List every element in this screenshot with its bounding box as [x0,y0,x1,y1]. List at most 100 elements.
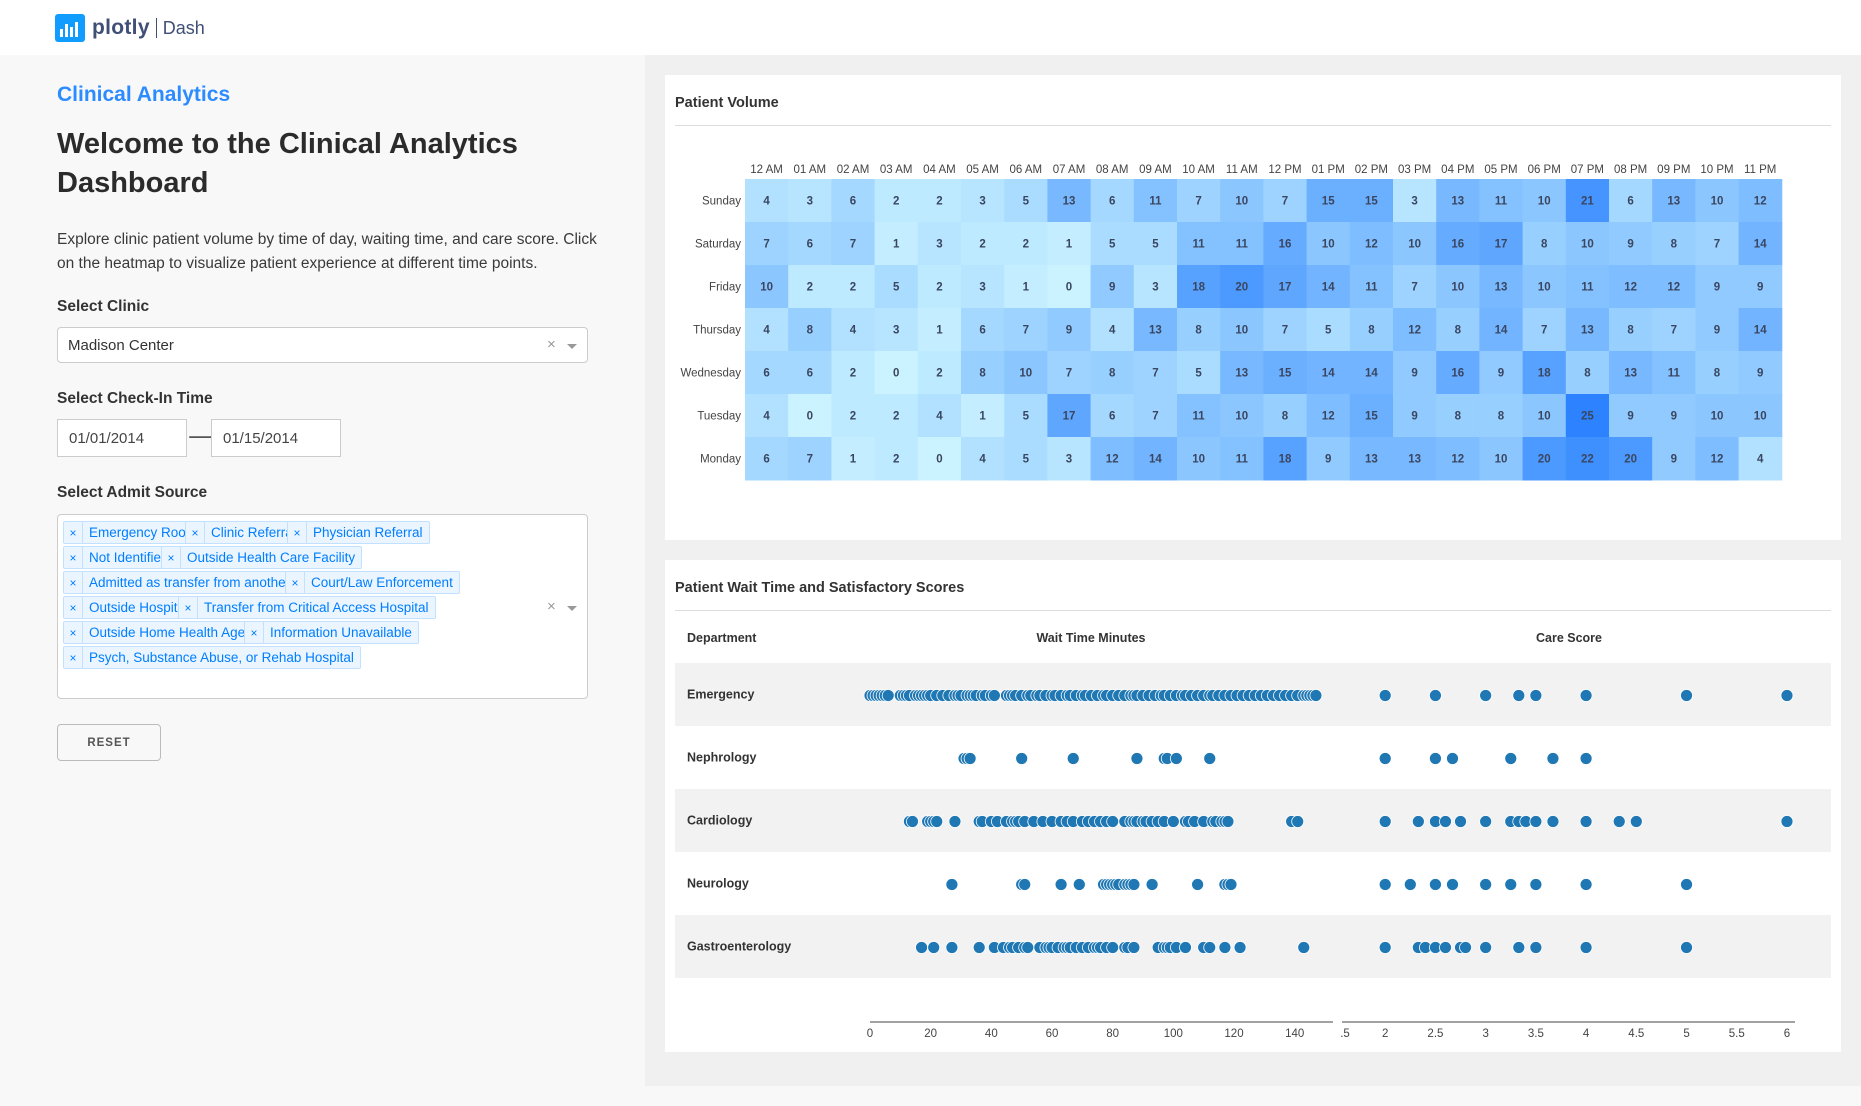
heatmap-cell[interactable] [1652,437,1696,481]
heatmap-cell[interactable] [1090,222,1135,266]
heatmap-cell[interactable] [1306,394,1351,438]
wait-time-point[interactable] [1291,815,1305,828]
heatmap-cell[interactable] [1220,222,1264,266]
tag-remove-icon[interactable]: × [186,522,205,543]
care-score-point[interactable] [1680,689,1693,702]
heatmap-cell[interactable] [1695,308,1740,352]
admit-source-tag[interactable]: × Transfer from Critical Access Hospital [178,596,436,619]
tag-remove-icon[interactable]: × [286,572,305,593]
heatmap-cell[interactable] [831,179,876,223]
heatmap-cell[interactable] [1004,437,1048,481]
admit-source-tag[interactable]: × Physician Referral [287,521,430,544]
heatmap-cell[interactable] [917,308,962,352]
heatmap-cell[interactable] [1522,394,1567,438]
heatmap-cell[interactable] [831,308,876,352]
heatmap-cell[interactable] [874,437,919,481]
care-score-point[interactable] [1479,689,1493,702]
heatmap-cell[interactable] [1004,308,1048,352]
heatmap-cell[interactable] [1393,179,1437,223]
care-score-point[interactable] [1579,941,1593,954]
care-score-point[interactable] [1680,878,1693,891]
department-row[interactable] [675,726,1831,789]
heatmap-cell[interactable] [1738,179,1783,223]
wait-time-point[interactable] [1191,878,1204,891]
heatmap-cell[interactable] [1393,394,1437,438]
care-score-point[interactable] [1479,878,1493,891]
heatmap-cell[interactable] [874,308,919,352]
heatmap-cell[interactable] [874,265,919,309]
wait-time-point[interactable] [945,941,959,954]
heatmap-cell[interactable] [917,222,962,266]
heatmap-cell[interactable] [831,437,876,481]
care-score-point[interactable] [1546,815,1560,828]
heatmap-cell[interactable] [1349,265,1394,309]
heatmap-cell[interactable] [1609,394,1653,438]
heatmap-cell[interactable] [1393,308,1437,352]
heatmap-cell[interactable] [1220,437,1264,481]
care-score-point[interactable] [1411,815,1425,828]
care-score-point[interactable] [1529,941,1543,954]
care-score-point[interactable] [1579,752,1593,765]
wait-time-point[interactable] [1203,752,1217,765]
heatmap-cell[interactable] [1393,265,1437,309]
admit-source-tag[interactable]: × Psych, Substance Abuse, or Rehab Hospit… [63,646,361,669]
heatmap-cell[interactable] [1609,265,1653,309]
heatmap-cell[interactable] [1738,437,1783,481]
care-score-point[interactable] [1446,878,1459,891]
heatmap-cell[interactable] [1393,222,1437,266]
department-row[interactable] [675,915,1831,978]
heatmap-cell[interactable] [1695,222,1740,266]
admit-source-tag[interactable]: × Admitted as transfer from another unit [63,571,323,594]
heatmap-cell[interactable] [1695,394,1740,438]
heatmap-cell[interactable] [1522,437,1567,481]
heatmap-cell[interactable] [1436,437,1480,481]
heatmap-cell[interactable] [1090,437,1135,481]
heatmap-cell[interactable] [961,222,1005,266]
heatmap-cell[interactable] [1306,351,1351,395]
heatmap-cell[interactable] [1263,394,1308,438]
care-score-point[interactable] [1546,752,1560,765]
heatmap-cell[interactable] [745,222,789,266]
heatmap-cell[interactable] [1738,351,1783,395]
heatmap-cell[interactable] [1609,222,1653,266]
heatmap-cell[interactable] [1004,222,1048,266]
heatmap-cell[interactable] [1220,265,1264,309]
heatmap-cell[interactable] [1695,437,1740,481]
heatmap-cell[interactable] [831,222,876,266]
heatmap-cell[interactable] [1177,394,1221,438]
wait-time-point[interactable] [972,941,986,954]
heatmap-cell[interactable] [961,394,1005,438]
wait-time-point[interactable] [1072,878,1086,891]
wait-time-point[interactable] [1018,878,1032,891]
heatmap-cell[interactable] [1177,351,1221,395]
heatmap-cell[interactable] [917,437,962,481]
care-score-point[interactable] [1504,878,1518,891]
wait-time-point[interactable] [930,815,944,828]
heatmap-cell[interactable] [1047,179,1092,223]
tag-remove-icon[interactable]: × [64,572,83,593]
heatmap-cell[interactable] [1349,179,1394,223]
heatmap-cell[interactable] [1349,308,1394,352]
heatmap-cell[interactable] [1565,179,1610,223]
wait-time-point[interactable] [948,815,962,828]
heatmap-cell[interactable] [1652,179,1696,223]
heatmap-cell[interactable] [1004,351,1048,395]
heatmap-cell[interactable] [1306,179,1351,223]
heatmap-cell[interactable] [1047,394,1092,438]
heatmap-cell[interactable] [1522,351,1567,395]
care-score-point[interactable] [1612,815,1626,828]
heatmap-cell[interactable] [1436,351,1480,395]
admit-source-tag[interactable]: × Outside Health Care Facility [161,546,363,569]
care-score-point[interactable] [1378,752,1392,765]
heatmap-cell[interactable] [788,222,832,266]
heatmap-cell[interactable] [1565,265,1610,309]
care-score-point[interactable] [1512,941,1526,954]
heatmap-cell[interactable] [1393,351,1437,395]
admit-source-tag[interactable]: × Information Unavailable [244,621,419,644]
heatmap-cell[interactable] [1479,308,1524,352]
care-score-point[interactable] [1579,878,1593,891]
care-score-point[interactable] [1479,941,1493,954]
heatmap-cell[interactable] [1177,179,1221,223]
heatmap-cell[interactable] [1133,265,1178,309]
wait-time-point[interactable] [1066,752,1080,765]
